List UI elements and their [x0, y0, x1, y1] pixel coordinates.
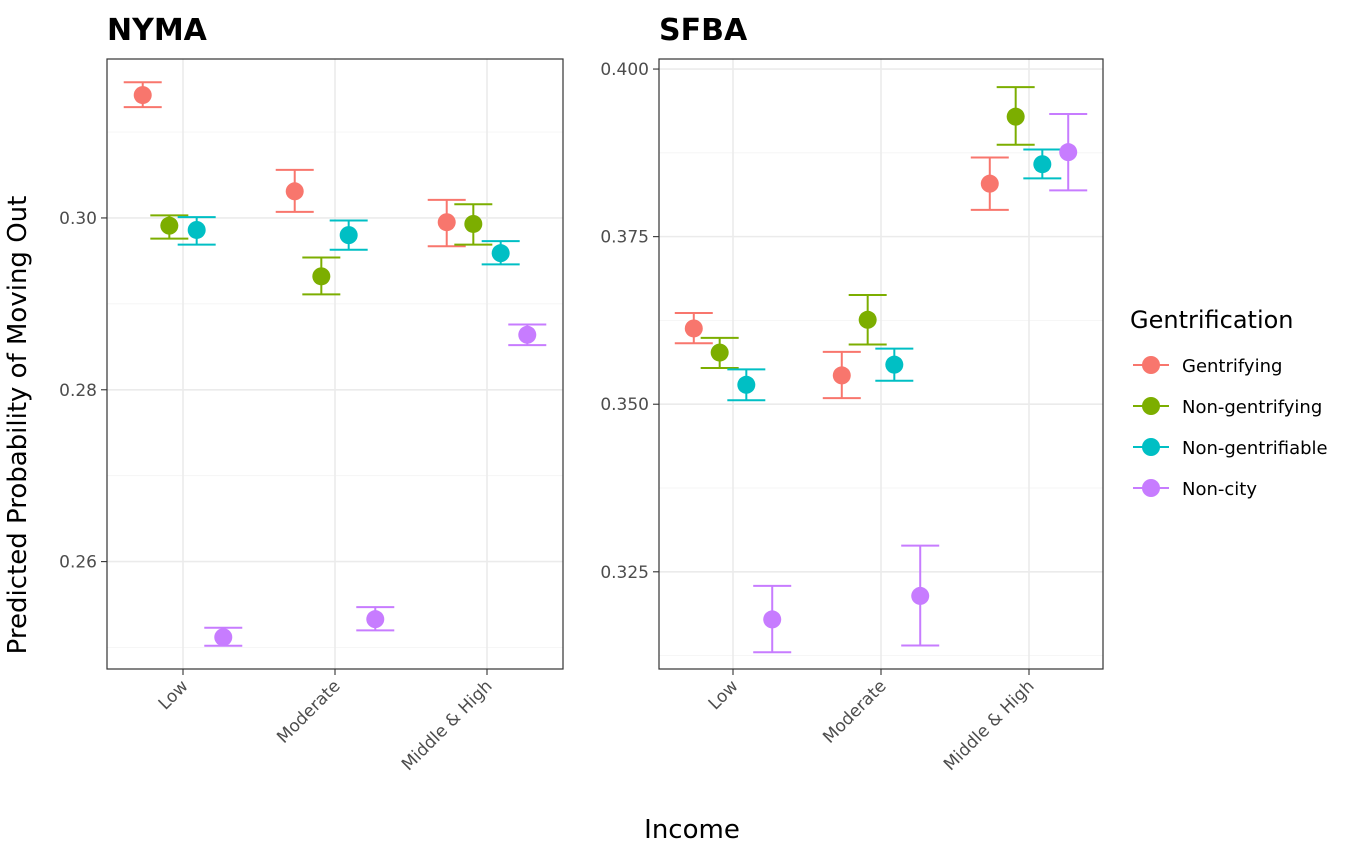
- data-point: [312, 267, 331, 286]
- y-tick-label: 0.350: [600, 395, 649, 415]
- legend-label: Non-city: [1182, 479, 1257, 500]
- series-non-city: [753, 112, 1088, 654]
- panel-nyma: 0.26 0.28 0.30 Low Moderate Middle & High NYMA: [59, 13, 564, 775]
- legend-key-point: [1142, 479, 1160, 497]
- data-point: [366, 610, 385, 629]
- data-point: [214, 628, 233, 647]
- data-point: [737, 375, 756, 394]
- x-tick-label: Low: [155, 676, 193, 714]
- data-point: [710, 343, 729, 362]
- data-point: [437, 213, 456, 232]
- data-point: [160, 216, 179, 235]
- data-point: [1006, 107, 1025, 126]
- data-point: [518, 325, 537, 344]
- y-tick-label: 0.325: [600, 563, 649, 583]
- data-point: [858, 310, 877, 329]
- panels-layer: 0.26 0.28 0.30 Low Moderate Middle & High NYMA…: [59, 13, 1104, 775]
- data-point: [1033, 155, 1052, 174]
- series-non-gentrifiable: [177, 216, 520, 266]
- x-tick-label: Moderate: [819, 676, 890, 747]
- legend-label: Non-gentrifying: [1182, 397, 1322, 418]
- panel-border: [106, 58, 564, 670]
- series-non-gentrifiable: [727, 148, 1062, 402]
- y-axis-title: Predicted Probability of Moving Out: [3, 196, 33, 655]
- legend-title: Gentrification: [1130, 306, 1294, 334]
- series-non-city: [204, 323, 547, 647]
- data-point: [1059, 143, 1078, 162]
- series-gentrifying: [123, 81, 466, 248]
- legend-item-gentrifying: Gentrifying: [1133, 356, 1282, 377]
- y-tick-label: 0.400: [600, 60, 649, 80]
- data-point: [763, 610, 782, 629]
- legend-key-point: [1142, 356, 1160, 374]
- data-point: [885, 355, 904, 374]
- legend-item-non-city: Non-city: [1133, 479, 1257, 500]
- x-tick-label: Moderate: [273, 676, 344, 747]
- data-point: [187, 220, 206, 239]
- series-non-gentrifying: [700, 86, 1035, 370]
- legend-key-point: [1142, 397, 1160, 415]
- data-point: [832, 366, 851, 385]
- legend-items: Gentrifying Non-gentrifying Non-gentrifiab…: [1133, 356, 1328, 500]
- data-point: [464, 214, 483, 233]
- data-point: [980, 174, 999, 193]
- legend-key-point: [1142, 438, 1160, 456]
- y-tick-label: 0.30: [59, 209, 97, 229]
- legend-label: Non-gentrifiable: [1182, 438, 1328, 459]
- panel-title: NYMA: [107, 13, 208, 48]
- legend-item-non-gentrifiable: Non-gentrifiable: [1133, 438, 1328, 459]
- y-tick-label: 0.26: [59, 553, 97, 573]
- y-tick-label: 0.28: [59, 381, 97, 401]
- legend: Gentrification Gentrifying Non-gentrifyin…: [1130, 306, 1328, 500]
- data-point: [491, 244, 510, 263]
- data-point: [285, 182, 304, 201]
- x-tick-label: Low: [705, 676, 743, 714]
- y-tick-label: 0.375: [600, 228, 649, 248]
- panel-title: SFBA: [659, 13, 748, 48]
- data-point: [339, 226, 358, 245]
- x-axis-title: Income: [644, 815, 740, 845]
- legend-label: Gentrifying: [1182, 356, 1282, 377]
- series-gentrifying: [674, 156, 1009, 400]
- x-tick-label: Middle & High: [940, 676, 1038, 774]
- panel-border: [658, 58, 1104, 670]
- panel-sfba: 0.325 0.350 0.375 0.400 Low Moderate Middle & …: [600, 13, 1104, 775]
- series-non-gentrifying: [150, 203, 493, 296]
- legend-item-non-gentrifying: Non-gentrifying: [1133, 397, 1322, 418]
- data-point: [133, 86, 152, 105]
- data-point: [684, 319, 703, 338]
- data-point: [911, 586, 930, 605]
- x-tick-label: Middle & High: [398, 676, 496, 774]
